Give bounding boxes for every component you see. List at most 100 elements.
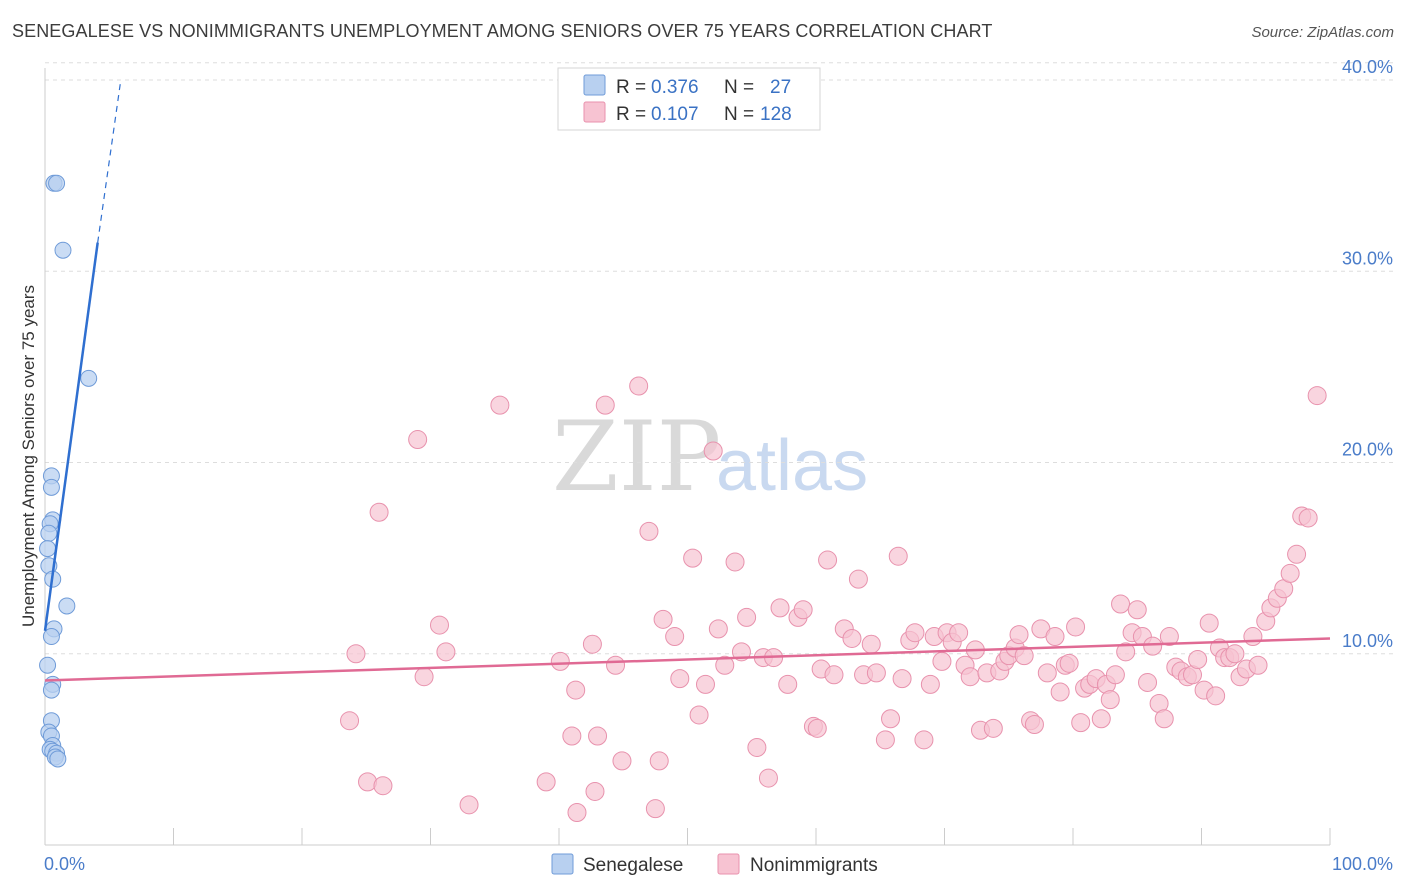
bottom-legend-label-nonimmigrants[interactable]: Nonimmigrants: [750, 855, 878, 876]
nonimmigrants-point[interactable]: [875, 730, 895, 750]
nonimmigrants-point[interactable]: [892, 669, 912, 689]
nonimmigrants-point[interactable]: [1287, 544, 1307, 564]
nonimmigrants-point[interactable]: [1050, 682, 1070, 702]
nonimmigrants-point[interactable]: [1014, 646, 1034, 666]
nonimmigrants-point[interactable]: [1225, 644, 1245, 664]
nonimmigrants-point[interactable]: [1024, 715, 1044, 735]
nonimmigrants-point[interactable]: [861, 634, 881, 654]
nonimmigrants-point[interactable]: [566, 680, 586, 700]
nonimmigrants-point[interactable]: [567, 802, 587, 822]
nonimmigrants-point[interactable]: [1307, 386, 1327, 406]
nonimmigrants-point[interactable]: [1100, 690, 1120, 710]
nonimmigrants-point[interactable]: [725, 552, 745, 572]
nonimmigrants-point[interactable]: [758, 768, 778, 788]
nonimmigrants-point[interactable]: [1071, 713, 1091, 733]
nonimmigrants-point[interactable]: [983, 718, 1003, 738]
nonimmigrants-point[interactable]: [653, 609, 673, 629]
nonimmigrants-point[interactable]: [818, 550, 838, 570]
nonimmigrants-point[interactable]: [1037, 663, 1057, 683]
nonimmigrants-point[interactable]: [1143, 636, 1163, 656]
nonimmigrants-point[interactable]: [1243, 627, 1263, 647]
nonimmigrants-point[interactable]: [881, 709, 901, 729]
nonimmigrants-point[interactable]: [770, 598, 790, 618]
nonimmigrants-point[interactable]: [1009, 625, 1029, 645]
nonimmigrants-point[interactable]: [1066, 617, 1086, 637]
nonimmigrants-point[interactable]: [848, 569, 868, 589]
nonimmigrants-point[interactable]: [1206, 686, 1226, 706]
nonimmigrants-point[interactable]: [737, 607, 757, 627]
nonimmigrants-point[interactable]: [1298, 508, 1318, 528]
senegalese-point[interactable]: [42, 681, 60, 699]
nonimmigrants-point[interactable]: [905, 623, 925, 643]
nonimmigrants-point[interactable]: [932, 651, 952, 671]
nonimmigrants-point[interactable]: [665, 627, 685, 647]
senegalese-point[interactable]: [42, 478, 60, 496]
nonimmigrants-point[interactable]: [550, 651, 570, 671]
senegalese-point[interactable]: [80, 369, 98, 387]
nonimmigrants-point[interactable]: [1059, 653, 1079, 673]
nonimmigrants-point[interactable]: [1091, 709, 1111, 729]
nonimmigrants-point[interactable]: [408, 430, 428, 450]
nonimmigrants-point[interactable]: [436, 642, 456, 662]
nonimmigrants-point[interactable]: [1127, 600, 1147, 620]
nonimmigrants-point[interactable]: [1045, 627, 1065, 647]
nonimmigrants-point[interactable]: [920, 674, 940, 694]
nonimmigrants-point[interactable]: [373, 776, 393, 796]
nonimmigrants-point[interactable]: [1111, 594, 1131, 614]
nonimmigrants-point[interactable]: [629, 376, 649, 396]
nonimmigrants-point[interactable]: [778, 674, 798, 694]
senegalese-point[interactable]: [39, 656, 57, 674]
nonimmigrants-point[interactable]: [695, 674, 715, 694]
nonimmigrants-point[interactable]: [1138, 672, 1158, 692]
nonimmigrants-point[interactable]: [369, 502, 389, 522]
nonimmigrants-point[interactable]: [1199, 613, 1219, 633]
nonimmigrants-point[interactable]: [824, 665, 844, 685]
nonimmigrants-point[interactable]: [414, 667, 434, 687]
senegalese-point[interactable]: [58, 597, 76, 615]
nonimmigrants-point[interactable]: [747, 737, 767, 757]
nonimmigrants-point[interactable]: [807, 718, 827, 738]
nonimmigrants-point[interactable]: [689, 705, 709, 725]
nonimmigrants-point[interactable]: [1248, 655, 1268, 675]
nonimmigrants-point[interactable]: [793, 600, 813, 620]
senegalese-point[interactable]: [49, 750, 67, 768]
bottom-legend-swatch-senegalese[interactable]: [551, 853, 574, 875]
bottom-legend-swatch-nonimmigrants[interactable]: [717, 853, 740, 875]
nonimmigrants-point[interactable]: [708, 619, 728, 639]
nonimmigrants-point[interactable]: [639, 521, 659, 541]
nonimmigrants-point[interactable]: [612, 751, 632, 771]
nonimmigrants-point[interactable]: [649, 751, 669, 771]
nonimmigrants-point[interactable]: [1188, 649, 1208, 669]
nonimmigrants-point[interactable]: [536, 772, 556, 792]
nonimmigrants-point[interactable]: [606, 655, 626, 675]
nonimmigrants-point[interactable]: [459, 795, 479, 815]
nonimmigrants-point[interactable]: [888, 546, 908, 566]
nonimmigrants-point[interactable]: [1159, 627, 1179, 647]
senegalese-point[interactable]: [39, 540, 57, 558]
nonimmigrants-point[interactable]: [949, 623, 969, 643]
nonimmigrants-point[interactable]: [346, 644, 366, 664]
nonimmigrants-point[interactable]: [340, 711, 360, 731]
nonimmigrants-point[interactable]: [703, 441, 723, 461]
nonimmigrants-point[interactable]: [585, 781, 605, 801]
senegalese-point[interactable]: [42, 628, 60, 646]
senegalese-point[interactable]: [40, 524, 58, 542]
nonimmigrants-point[interactable]: [914, 730, 934, 750]
nonimmigrants-point[interactable]: [683, 548, 703, 568]
senegalese-point[interactable]: [48, 174, 66, 192]
nonimmigrants-point[interactable]: [429, 615, 449, 635]
nonimmigrants-point[interactable]: [490, 395, 510, 415]
nonimmigrants-point[interactable]: [582, 634, 602, 654]
nonimmigrants-point[interactable]: [588, 726, 608, 746]
nonimmigrants-point[interactable]: [595, 395, 615, 415]
nonimmigrants-point[interactable]: [1280, 563, 1300, 583]
bottom-legend-label-senegalese[interactable]: Senegalese: [583, 855, 683, 876]
nonimmigrants-point[interactable]: [1154, 709, 1174, 729]
nonimmigrants-point[interactable]: [1116, 642, 1136, 662]
senegalese-point[interactable]: [54, 241, 72, 259]
nonimmigrants-point[interactable]: [842, 628, 862, 648]
nonimmigrants-point[interactable]: [1105, 665, 1125, 685]
nonimmigrants-point[interactable]: [562, 726, 582, 746]
nonimmigrants-point[interactable]: [866, 663, 886, 683]
nonimmigrants-point[interactable]: [960, 667, 980, 687]
